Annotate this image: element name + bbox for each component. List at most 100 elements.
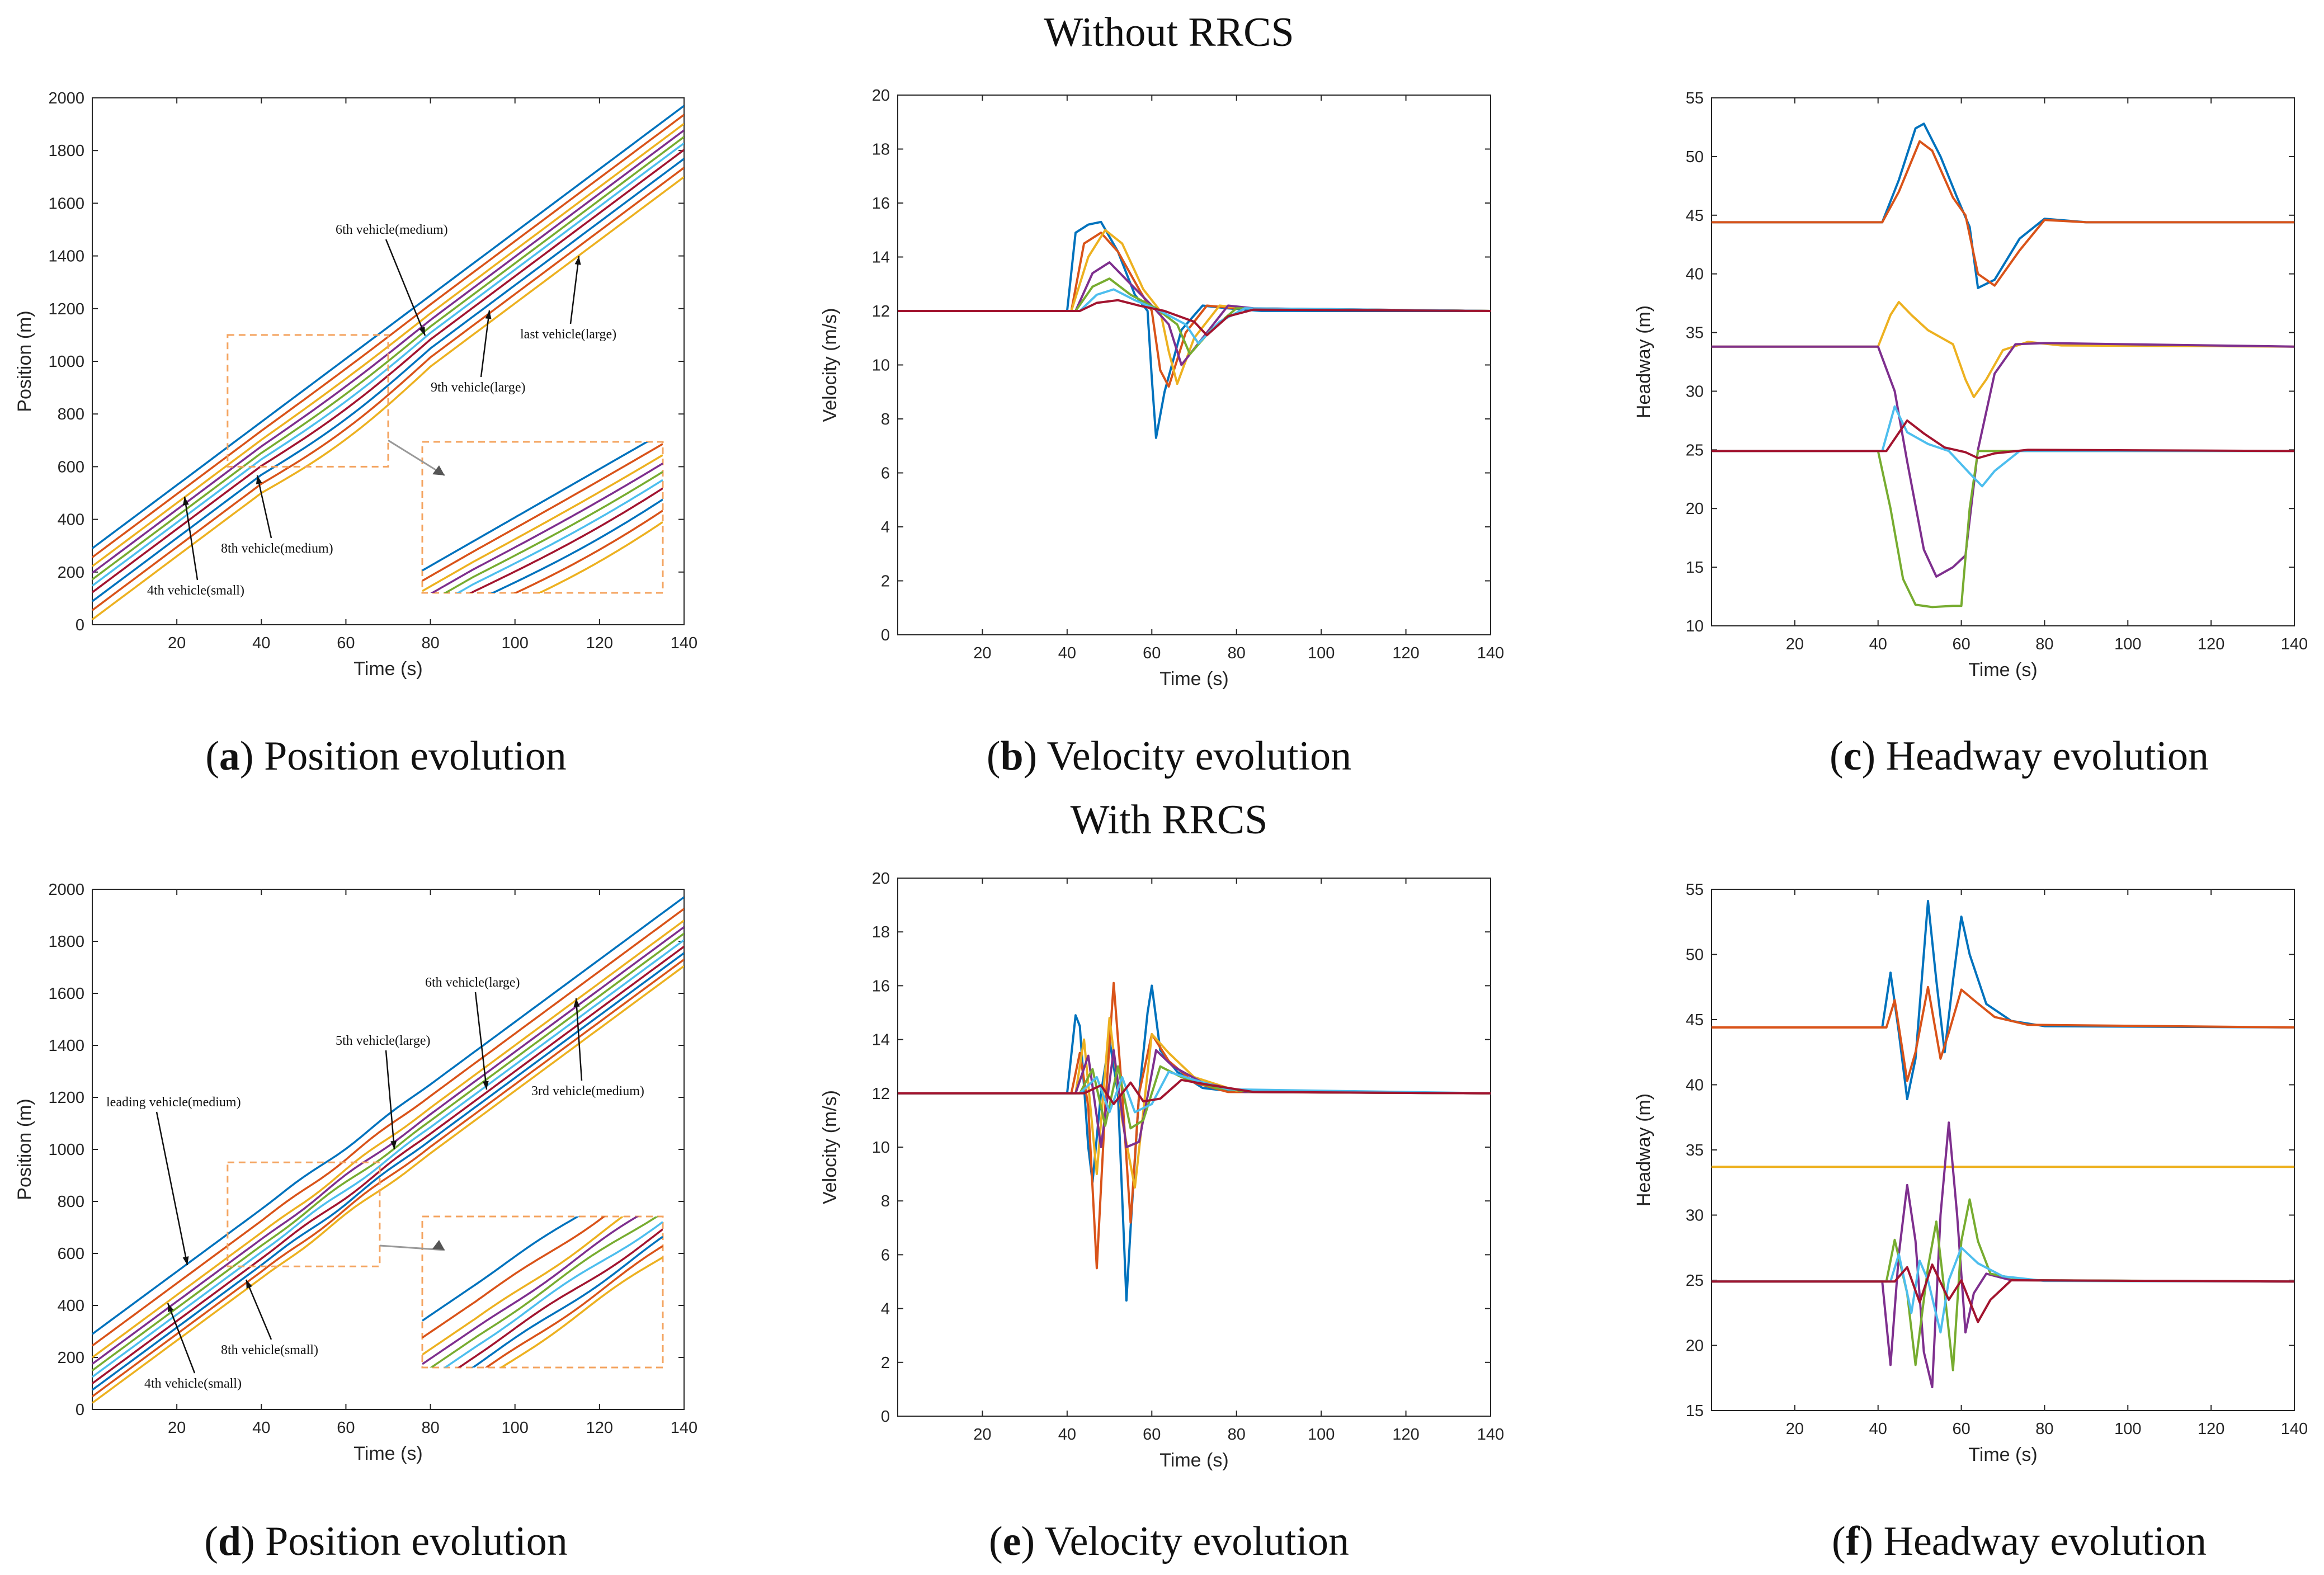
y-tick-label: 6 [881, 465, 890, 483]
x-axis-label: Time (s) [353, 1443, 422, 1464]
x-tick-label: 100 [2114, 635, 2141, 653]
x-axis-label: Time (s) [1968, 659, 2037, 681]
annotation-arrow [474, 992, 488, 1090]
annotation-arrow-head [168, 1303, 174, 1312]
y-tick-label: 45 [1686, 1011, 1704, 1029]
series-group [898, 982, 1491, 1302]
y-tick-label: 400 [58, 511, 84, 529]
annotation-label: 4th vehicle(small) [144, 1376, 242, 1391]
vehicle-line-8 [92, 158, 684, 602]
y-tick-label: 1200 [48, 1089, 84, 1107]
row-title-top: Without RRCS [1044, 10, 1294, 55]
series-line-leading [898, 220, 1491, 439]
y-tick-label: 200 [58, 564, 84, 582]
x-tick-label: 120 [2198, 1420, 2224, 1438]
caption-c-text: Headway evolution [1886, 733, 2209, 779]
y-tick-label: 12 [872, 1085, 890, 1103]
caption-f-text: Headway evolution [1884, 1519, 2207, 1564]
zoom-region [227, 334, 389, 468]
series-line-v7 [898, 299, 1491, 337]
y-tick-label: 2000 [48, 881, 84, 899]
x-tick-label: 20 [973, 644, 991, 662]
y-tick-label: 10 [872, 357, 890, 375]
vehicle-line-10 [92, 965, 684, 1404]
caption-a-letter: a [219, 733, 240, 779]
inset-vehicle-line-4 [422, 1216, 639, 1365]
y-tick-label: 1000 [48, 353, 84, 371]
caption-c: (c) Headway evolution [1830, 733, 2209, 779]
y-tick-label: 20 [872, 87, 890, 105]
row-title-bottom: With RRCS [1071, 797, 1268, 843]
y-axis-label: Position (m) [14, 1098, 35, 1200]
x-tick-label: 20 [168, 634, 186, 652]
x-tick-label: 120 [1392, 644, 1419, 662]
y-tick-label: 45 [1686, 207, 1704, 225]
inset-vehicle-line-1 [422, 1216, 580, 1322]
vehicle-line-9 [92, 959, 684, 1398]
series-line-small-2 [1712, 1198, 2294, 1371]
series-line-large-2 [1712, 140, 2294, 287]
chart-c-headway-without: 20 40 60 80 100 120 140 10 15 20 25 30 35 40 45 50 55 Tim… [1633, 89, 2308, 681]
x-tick-label: 60 [337, 1419, 355, 1437]
inset-vehicle-line-9 [513, 510, 663, 593]
annotation-label: 9th vehicle(large) [431, 380, 525, 395]
series-line-large-2 [1712, 985, 2294, 1082]
series-line-v4 [898, 261, 1491, 366]
annotation-label: 8th vehicle(medium) [221, 541, 333, 556]
x-axis-label: Time (s) [353, 658, 422, 680]
inset-vehicle-line-2 [422, 1216, 606, 1339]
series-group [1712, 900, 2294, 1389]
caption-b-letter: b [1001, 733, 1024, 779]
inset-arrow-head [432, 465, 445, 475]
plot-frame [897, 878, 1491, 1417]
y-tick-label: 2000 [48, 89, 84, 107]
x-tick-label: 120 [2198, 635, 2224, 653]
inset-arrow [388, 440, 445, 477]
x-tick-label: 40 [1058, 1426, 1076, 1444]
y-tick-label: 6 [881, 1246, 890, 1264]
x-tick-label: 80 [421, 1419, 439, 1437]
y-tick-label: 8 [881, 1192, 890, 1210]
annotation-arrow [183, 496, 199, 581]
y-tick-label: 35 [1686, 1142, 1704, 1159]
y-tick-label: 1400 [48, 248, 84, 266]
inset-vehicle-line-5 [429, 1216, 659, 1367]
y-tick-label: 1600 [48, 985, 84, 1003]
series-line-large-1 [1712, 122, 2294, 289]
annotation-arrow [245, 1279, 272, 1340]
inset-vehicle-line-7 [457, 1228, 663, 1367]
series-line-medium-2 [1712, 342, 2294, 578]
x-tick-label: 60 [1952, 1420, 1970, 1438]
inset-vehicle-line-10 [537, 521, 663, 593]
inset-vehicle-line-3 [422, 454, 663, 592]
y-tick-label: 1000 [48, 1141, 84, 1159]
caption-b-text: Velocity evolution [1046, 733, 1351, 779]
y-tick-label: 50 [1686, 148, 1704, 166]
y-tick-label: 35 [1686, 324, 1704, 342]
annotation-arrow-head [256, 475, 262, 484]
series-group [898, 220, 1491, 439]
chart-e-velocity-with: 20 40 60 80 100 120 140 0 2 4 6 8 10 12 14 16 18 20 Time (… [819, 870, 1504, 1471]
y-tick-label: 40 [1686, 266, 1704, 284]
y-tick-label: 200 [58, 1349, 84, 1367]
y-tick-label: 0 [76, 1401, 84, 1419]
y-tick-label: 18 [872, 923, 890, 941]
annotation-label: 3rd vehicle(medium) [531, 1084, 644, 1098]
caption-a-text: Position evolution [264, 733, 567, 779]
caption-e-text: Velocity evolution [1044, 1519, 1349, 1564]
x-tick-label: 140 [2281, 635, 2308, 653]
y-tick-label: 1800 [48, 933, 84, 951]
plot-frame [897, 95, 1491, 635]
series-group [1712, 122, 2294, 609]
x-tick-label: 20 [168, 1419, 186, 1437]
annotation-arrow-head [390, 1140, 397, 1149]
inset-series-group [422, 1216, 663, 1367]
y-tick-label: 30 [1686, 383, 1704, 400]
chart-d-position-with: 20 40 60 80 100 120 14002004006008001000120014… [14, 881, 697, 1464]
x-tick-label: 20 [973, 1426, 991, 1444]
y-tick-label: 25 [1686, 441, 1704, 459]
x-tick-label: 120 [586, 1419, 613, 1437]
y-tick-label: 16 [872, 195, 890, 213]
x-tick-label: 20 [1786, 1420, 1804, 1438]
